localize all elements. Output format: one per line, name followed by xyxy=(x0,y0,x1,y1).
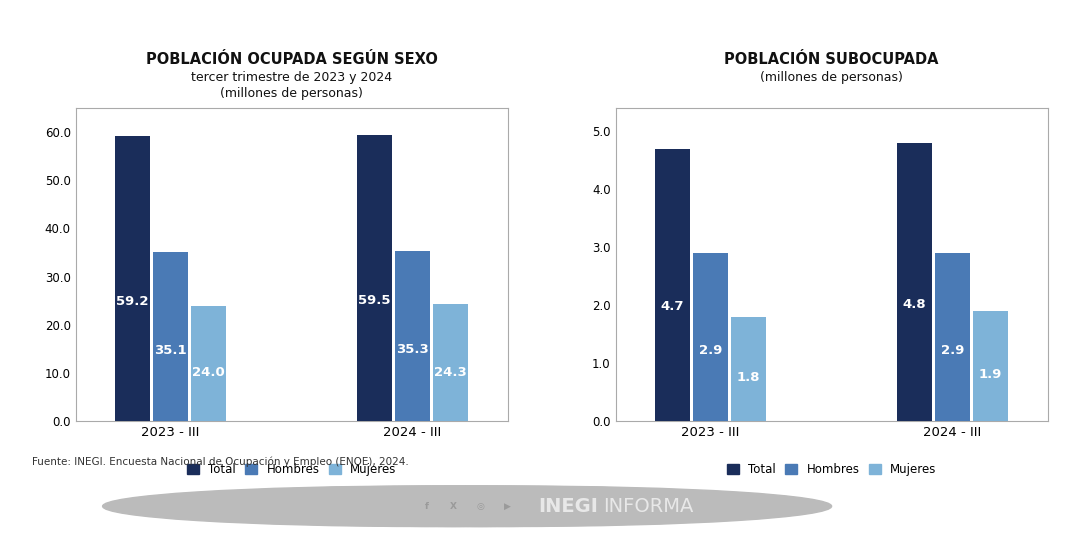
Text: (millones de personas): (millones de personas) xyxy=(220,87,363,100)
Text: 24.0: 24.0 xyxy=(192,366,225,379)
Circle shape xyxy=(184,486,832,526)
Text: POBLACIÓN OCUPADA SEGÚN SEXO: POBLACIÓN OCUPADA SEGÚN SEXO xyxy=(146,52,437,68)
Circle shape xyxy=(157,486,805,526)
Bar xyxy=(656,148,690,421)
Bar xyxy=(935,253,970,421)
Text: INEGI: INEGI xyxy=(538,497,597,516)
Text: tercer trimestre de 2023 y 2024: tercer trimestre de 2023 y 2024 xyxy=(191,71,392,84)
Text: 2.9: 2.9 xyxy=(941,344,964,357)
Circle shape xyxy=(103,486,751,526)
Bar xyxy=(357,134,392,421)
Legend: Total, Hombres, Mujeres: Total, Hombres, Mujeres xyxy=(183,458,401,481)
Bar xyxy=(731,317,766,421)
Text: 2.9: 2.9 xyxy=(699,344,723,357)
Circle shape xyxy=(130,486,778,526)
Text: 1.9: 1.9 xyxy=(978,368,1002,381)
Bar xyxy=(116,136,150,421)
Legend: Total, Hombres, Mujeres: Total, Hombres, Mujeres xyxy=(723,458,941,481)
Text: f: f xyxy=(424,502,429,511)
Bar xyxy=(433,304,468,421)
Text: 24.3: 24.3 xyxy=(434,366,467,379)
Text: 4.7: 4.7 xyxy=(661,300,685,313)
Text: 59.2: 59.2 xyxy=(117,295,149,308)
Text: Fuente: INEGI. Encuesta Nacional de Ocupación y Empleo (ENOE), 2024.: Fuente: INEGI. Encuesta Nacional de Ocup… xyxy=(32,456,409,467)
Text: 4.8: 4.8 xyxy=(903,298,927,311)
Text: INFORMA: INFORMA xyxy=(603,497,693,516)
Text: POBLACIÓN SUBOCUPADA: POBLACIÓN SUBOCUPADA xyxy=(725,52,939,68)
Bar xyxy=(693,253,728,421)
Bar xyxy=(973,311,1008,421)
Text: X: X xyxy=(450,502,457,511)
Bar xyxy=(395,251,430,421)
Text: 59.5: 59.5 xyxy=(359,294,391,307)
Bar xyxy=(191,306,226,421)
Text: ▶: ▶ xyxy=(504,502,511,511)
Text: (millones de personas): (millones de personas) xyxy=(760,71,903,84)
Text: 1.8: 1.8 xyxy=(737,371,760,384)
Bar xyxy=(897,143,932,421)
Text: 35.3: 35.3 xyxy=(396,343,429,356)
Text: ◎: ◎ xyxy=(476,502,485,511)
Text: 35.1: 35.1 xyxy=(154,343,187,356)
Bar xyxy=(153,252,188,421)
